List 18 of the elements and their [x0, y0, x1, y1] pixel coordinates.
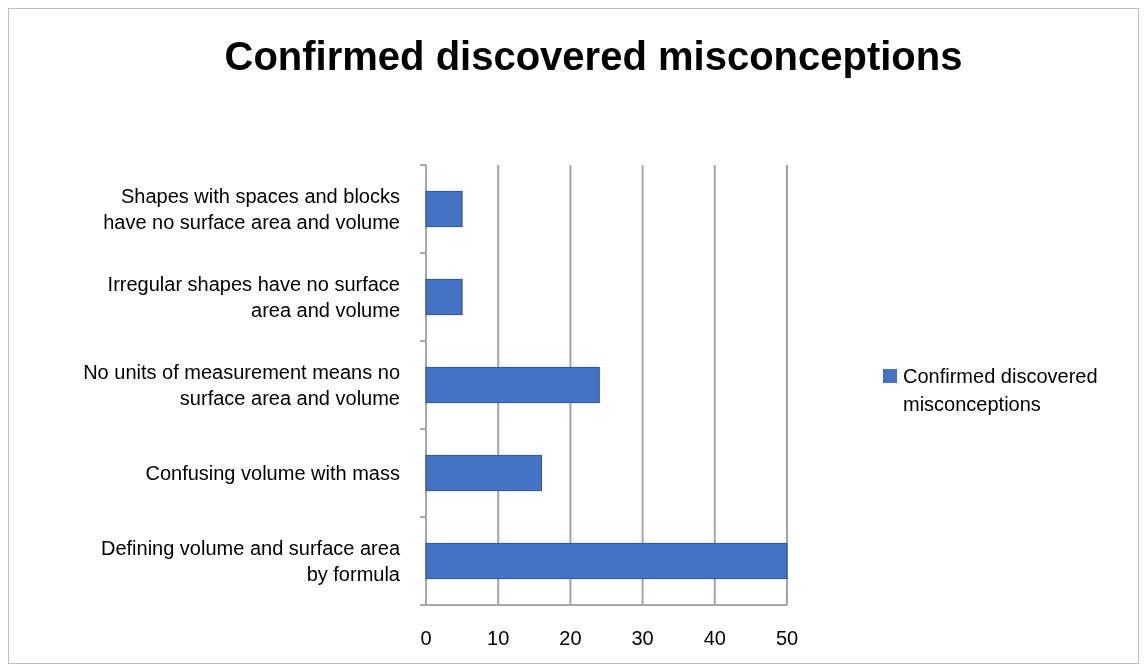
y-tick-label: Shapes with spaces and blocks have no surface area and volume — [103, 185, 400, 233]
x-tick-label: 50 — [775, 627, 799, 649]
chart-title: Confirmed discovered misconceptions — [224, 34, 963, 78]
bar — [425, 542, 788, 580]
bar — [425, 454, 543, 492]
bar — [425, 278, 463, 316]
bar — [425, 366, 600, 404]
y-tick-label: Confusing volume with mass — [145, 462, 400, 484]
legend-label: Confirmed discovered misconceptions — [903, 365, 1098, 415]
bar — [425, 190, 463, 228]
y-tick-label: No units of measurement means no surface area and volume — [83, 361, 400, 409]
x-tick-label: 10 — [487, 627, 510, 649]
y-tick-label: Irregular shapes have no surface area and volume — [107, 273, 400, 321]
x-tick-label: 20 — [559, 627, 582, 649]
x-tick-label: 30 — [631, 627, 654, 649]
y-tick-label: Defining volume and surface area by formula — [100, 537, 401, 585]
x-tick-label: 0 — [420, 627, 432, 649]
x-tick-label: 40 — [703, 627, 726, 649]
